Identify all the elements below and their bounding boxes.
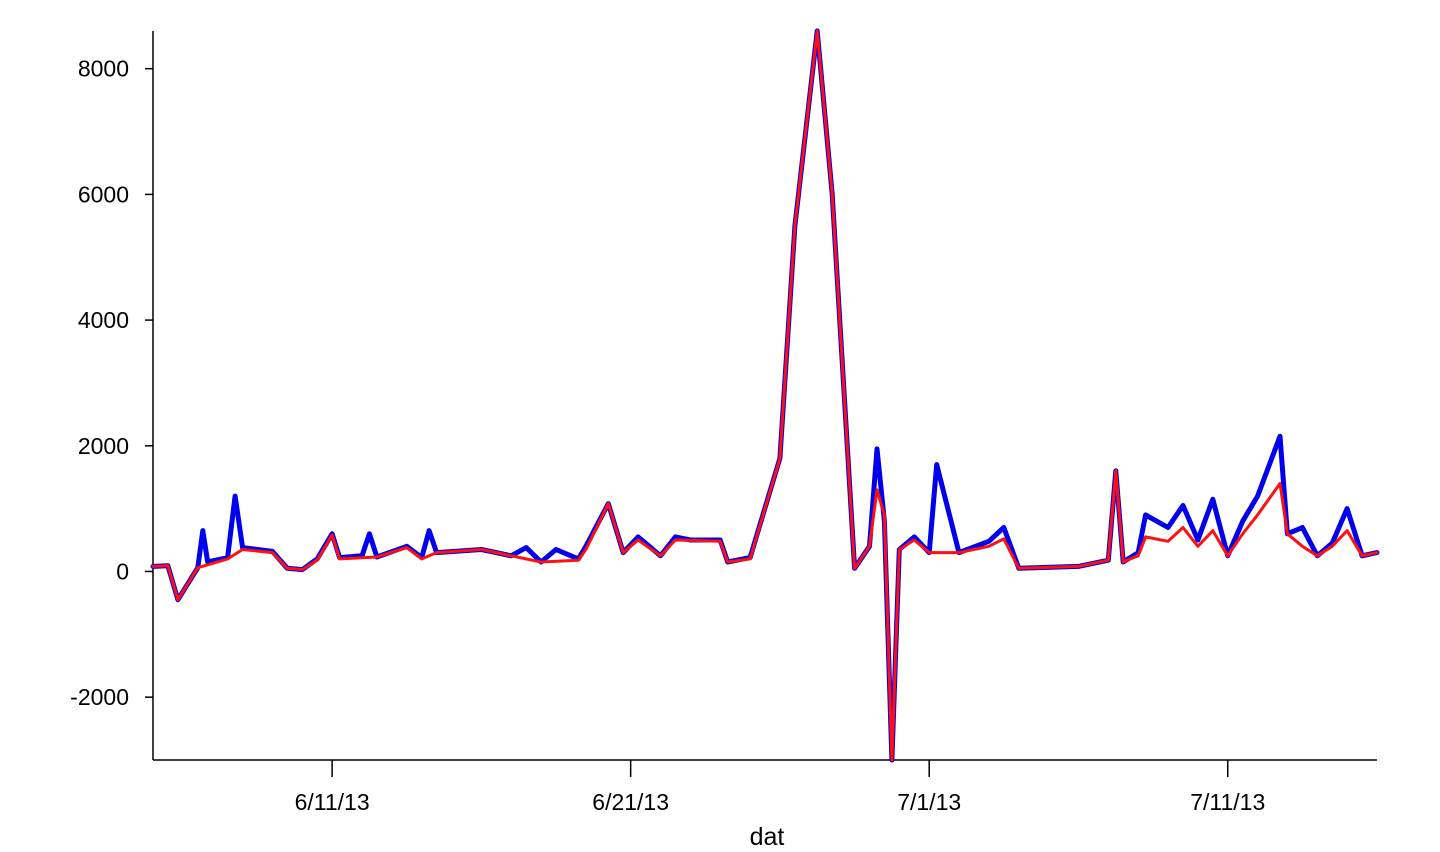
x-axis-title: dat: [750, 823, 785, 851]
y-tick-label: 2000: [78, 433, 129, 459]
x-tick-label: 6/21/13: [592, 789, 669, 815]
y-tick-label: 8000: [78, 56, 129, 82]
y-tick-label: 0: [116, 558, 129, 584]
y-tick-label: -2000: [70, 684, 129, 710]
x-tick-label: 7/1/13: [897, 789, 961, 815]
x-axis-ticks: 6/11/13 6/21/13 7/1/13 7/11/13: [295, 760, 1265, 815]
red-series-line: [151, 29, 1379, 762]
x-tick-label: 6/11/13: [295, 789, 370, 815]
series-layer: [150, 28, 1380, 763]
x-tick-label: 7/11/13: [1190, 789, 1265, 815]
y-tick-label: 6000: [78, 181, 129, 207]
y-axis-ticks: 8000 6000 4000 2000 0 -2000: [70, 56, 153, 710]
y-tick-label: 4000: [78, 307, 129, 333]
blue-series-line: [150, 28, 1380, 763]
